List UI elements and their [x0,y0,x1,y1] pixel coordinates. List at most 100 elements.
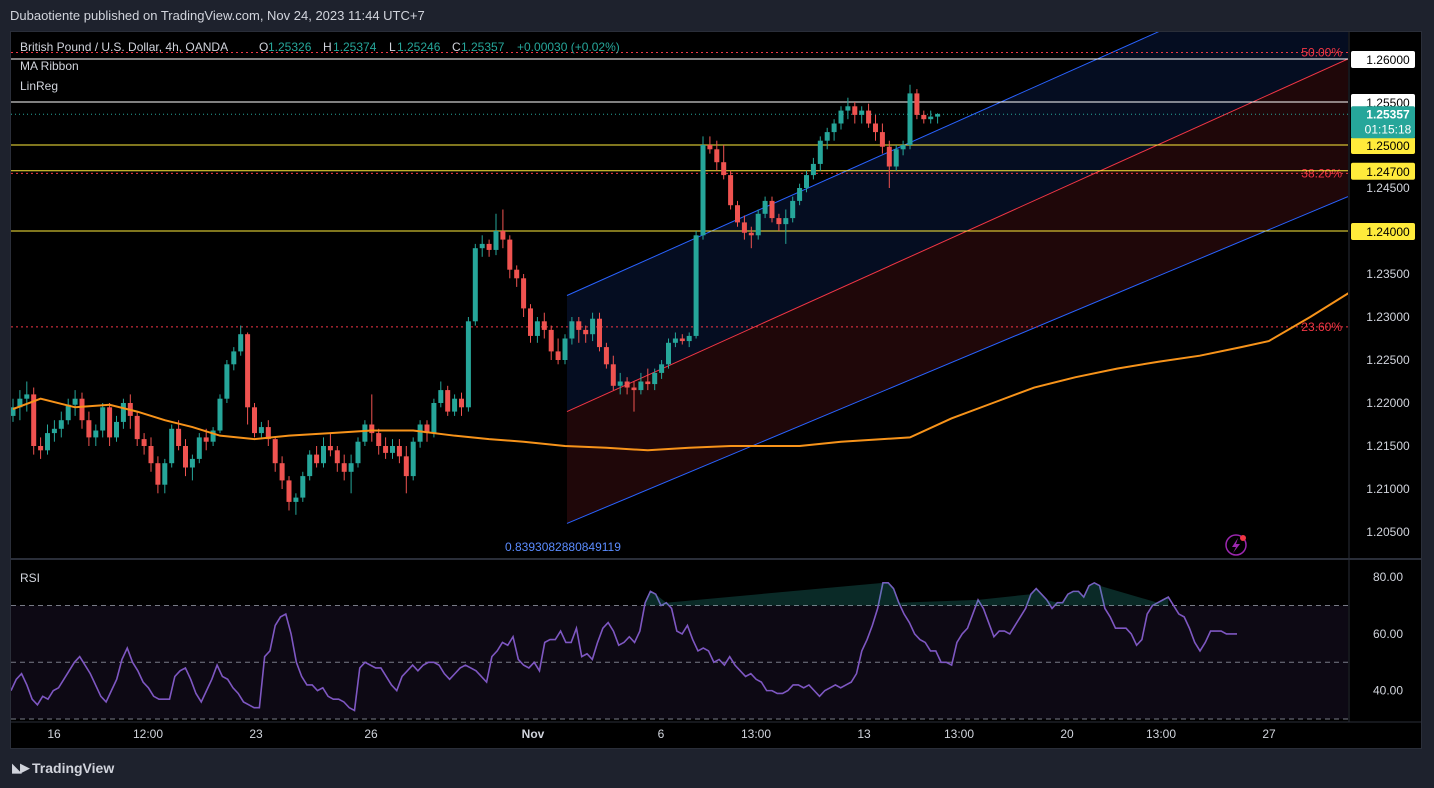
candle-body [486,243,492,250]
candle-body [762,200,768,214]
candle-body [893,149,899,167]
fib-level-label: 38.20% [1301,166,1342,180]
level-price-tag [1351,51,1415,68]
level-price-tag [1351,223,1415,240]
candle-body [245,334,251,408]
time-tick-label: 13:00 [944,727,974,741]
candle-body [928,116,934,120]
brand-text: TradingView [32,760,115,776]
candle-body [38,446,44,451]
candle-body [403,456,409,477]
level-price-tag [1351,137,1415,154]
rsi-overbought-fill [645,582,1169,606]
candle-body [838,110,844,124]
time-tick-label: Nov [522,727,545,741]
legend: British Pound / U.S. Dollar, 4h, OANDA O… [20,40,620,93]
candle-body [396,446,402,457]
candle-body [169,428,175,464]
candle-body [210,430,216,442]
time-tick-label: 26 [364,727,378,741]
rsi-line [11,581,1237,712]
candle-body [562,338,568,360]
close-value: 1.25357 [461,40,505,54]
flash-icon[interactable] [1225,534,1247,556]
candle-body [334,450,340,464]
time-tick-label: 12:00 [133,727,163,741]
candle-body [507,239,513,270]
candle-body [521,278,527,309]
candle-body [700,145,706,236]
price-tick-label: 1.23500 [1366,267,1410,281]
candle-body [479,243,485,249]
candle-body [155,463,161,485]
candle-body [735,205,740,223]
candle-body [272,439,278,464]
candle-body [24,394,30,399]
candle-body [203,437,209,442]
indicator-linreg: LinReg [20,79,58,93]
indicator-ma-ribbon: MA Ribbon [20,59,79,73]
candle-body [431,403,437,434]
symbol-title: British Pound / U.S. Dollar, 4h, OANDA [20,40,228,54]
linreg-lower-line [566,196,1348,524]
candle-body [748,232,754,236]
candle-body [652,372,658,385]
candle-body [873,123,878,133]
candle-body [810,163,816,176]
candle-body [196,437,202,459]
high-value: 1.25374 [333,40,377,54]
linreg-slope-label: 0.8393082880849119 [505,540,621,554]
candle-body [314,454,320,464]
candle-body [548,329,554,352]
candle-body [376,433,382,446]
candle-body [638,381,644,391]
candle-body [31,394,37,446]
candle-body [852,106,858,115]
time-tick-label: 13:00 [1146,727,1176,741]
candle-body [341,463,347,472]
low-label: L [389,40,396,54]
candle-body [438,390,444,403]
candle-body [252,407,257,434]
candle-body [645,381,651,385]
level-price-label: 1.24700 [1366,165,1410,179]
candle-body [603,347,609,365]
rsi-tick-label: 60.00 [1373,627,1403,641]
candle-body [886,146,892,167]
candle-body [714,149,720,163]
candle-body [362,424,368,442]
rsi-title: RSI [20,571,40,585]
ma-ribbon-line [12,292,1348,452]
time-tick-label: 13 [857,727,871,741]
candle-body [120,403,126,422]
candle-body [293,497,299,502]
candle-body [666,342,671,365]
price-tick-label: 1.21000 [1366,482,1410,496]
candle-body [17,398,23,408]
fib-level-label: 23.60% [1301,320,1342,334]
candle-body [493,231,499,250]
last-price-label: 1.25357 [1366,107,1410,121]
candle-body [631,387,637,391]
linreg-upper-fill [567,32,1348,412]
candle-body [721,162,727,176]
candle-body [824,132,830,141]
candle-body [541,321,547,330]
candle-body [459,398,464,408]
candle-body [238,334,244,352]
candle-body [11,407,16,416]
candle-body [776,218,782,225]
candle-body [500,231,506,240]
candle-body [189,458,195,468]
candle-body [141,439,147,446]
candle-body [728,175,734,206]
candle-body [679,338,685,342]
candle-body [921,114,927,120]
candle-body [914,93,920,115]
candle-body [590,318,596,335]
price-tick-label: 1.22000 [1366,396,1410,410]
candle-body [348,463,354,472]
candle-body [93,430,99,438]
candle-body [58,420,64,429]
